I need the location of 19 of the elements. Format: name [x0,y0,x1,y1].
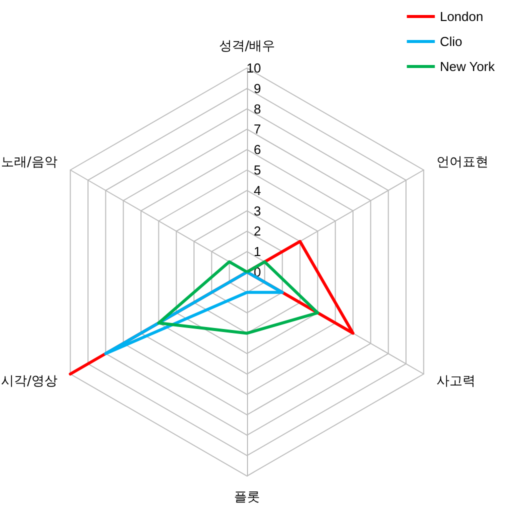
y-tick-label: 8 [254,101,261,116]
spoke-label: 언어표현 [436,155,489,170]
y-tick-label: 4 [254,182,261,198]
spoke-label: 성격/배우 [218,39,276,54]
y-tick-label: 5 [254,162,261,178]
spoke-label: 플롯 [234,490,260,505]
y-tick-label: 2 [254,224,261,239]
y-tick-label: 6 [254,142,261,158]
legend-label: Clio [440,34,462,49]
y-tick-label: 9 [254,80,261,96]
y-tick-label: 10 [246,60,261,76]
spoke-label: 사고력 [436,374,476,389]
legend-label: New York [440,59,496,74]
spoke-label: 노래/음악 [0,155,58,170]
y-tick-label: 7 [254,122,261,137]
y-tick-label: 1 [254,244,261,260]
spoke-label: 시각/영상 [0,374,58,389]
y-tick-label: 3 [254,203,261,218]
legend-label: London [440,9,484,24]
